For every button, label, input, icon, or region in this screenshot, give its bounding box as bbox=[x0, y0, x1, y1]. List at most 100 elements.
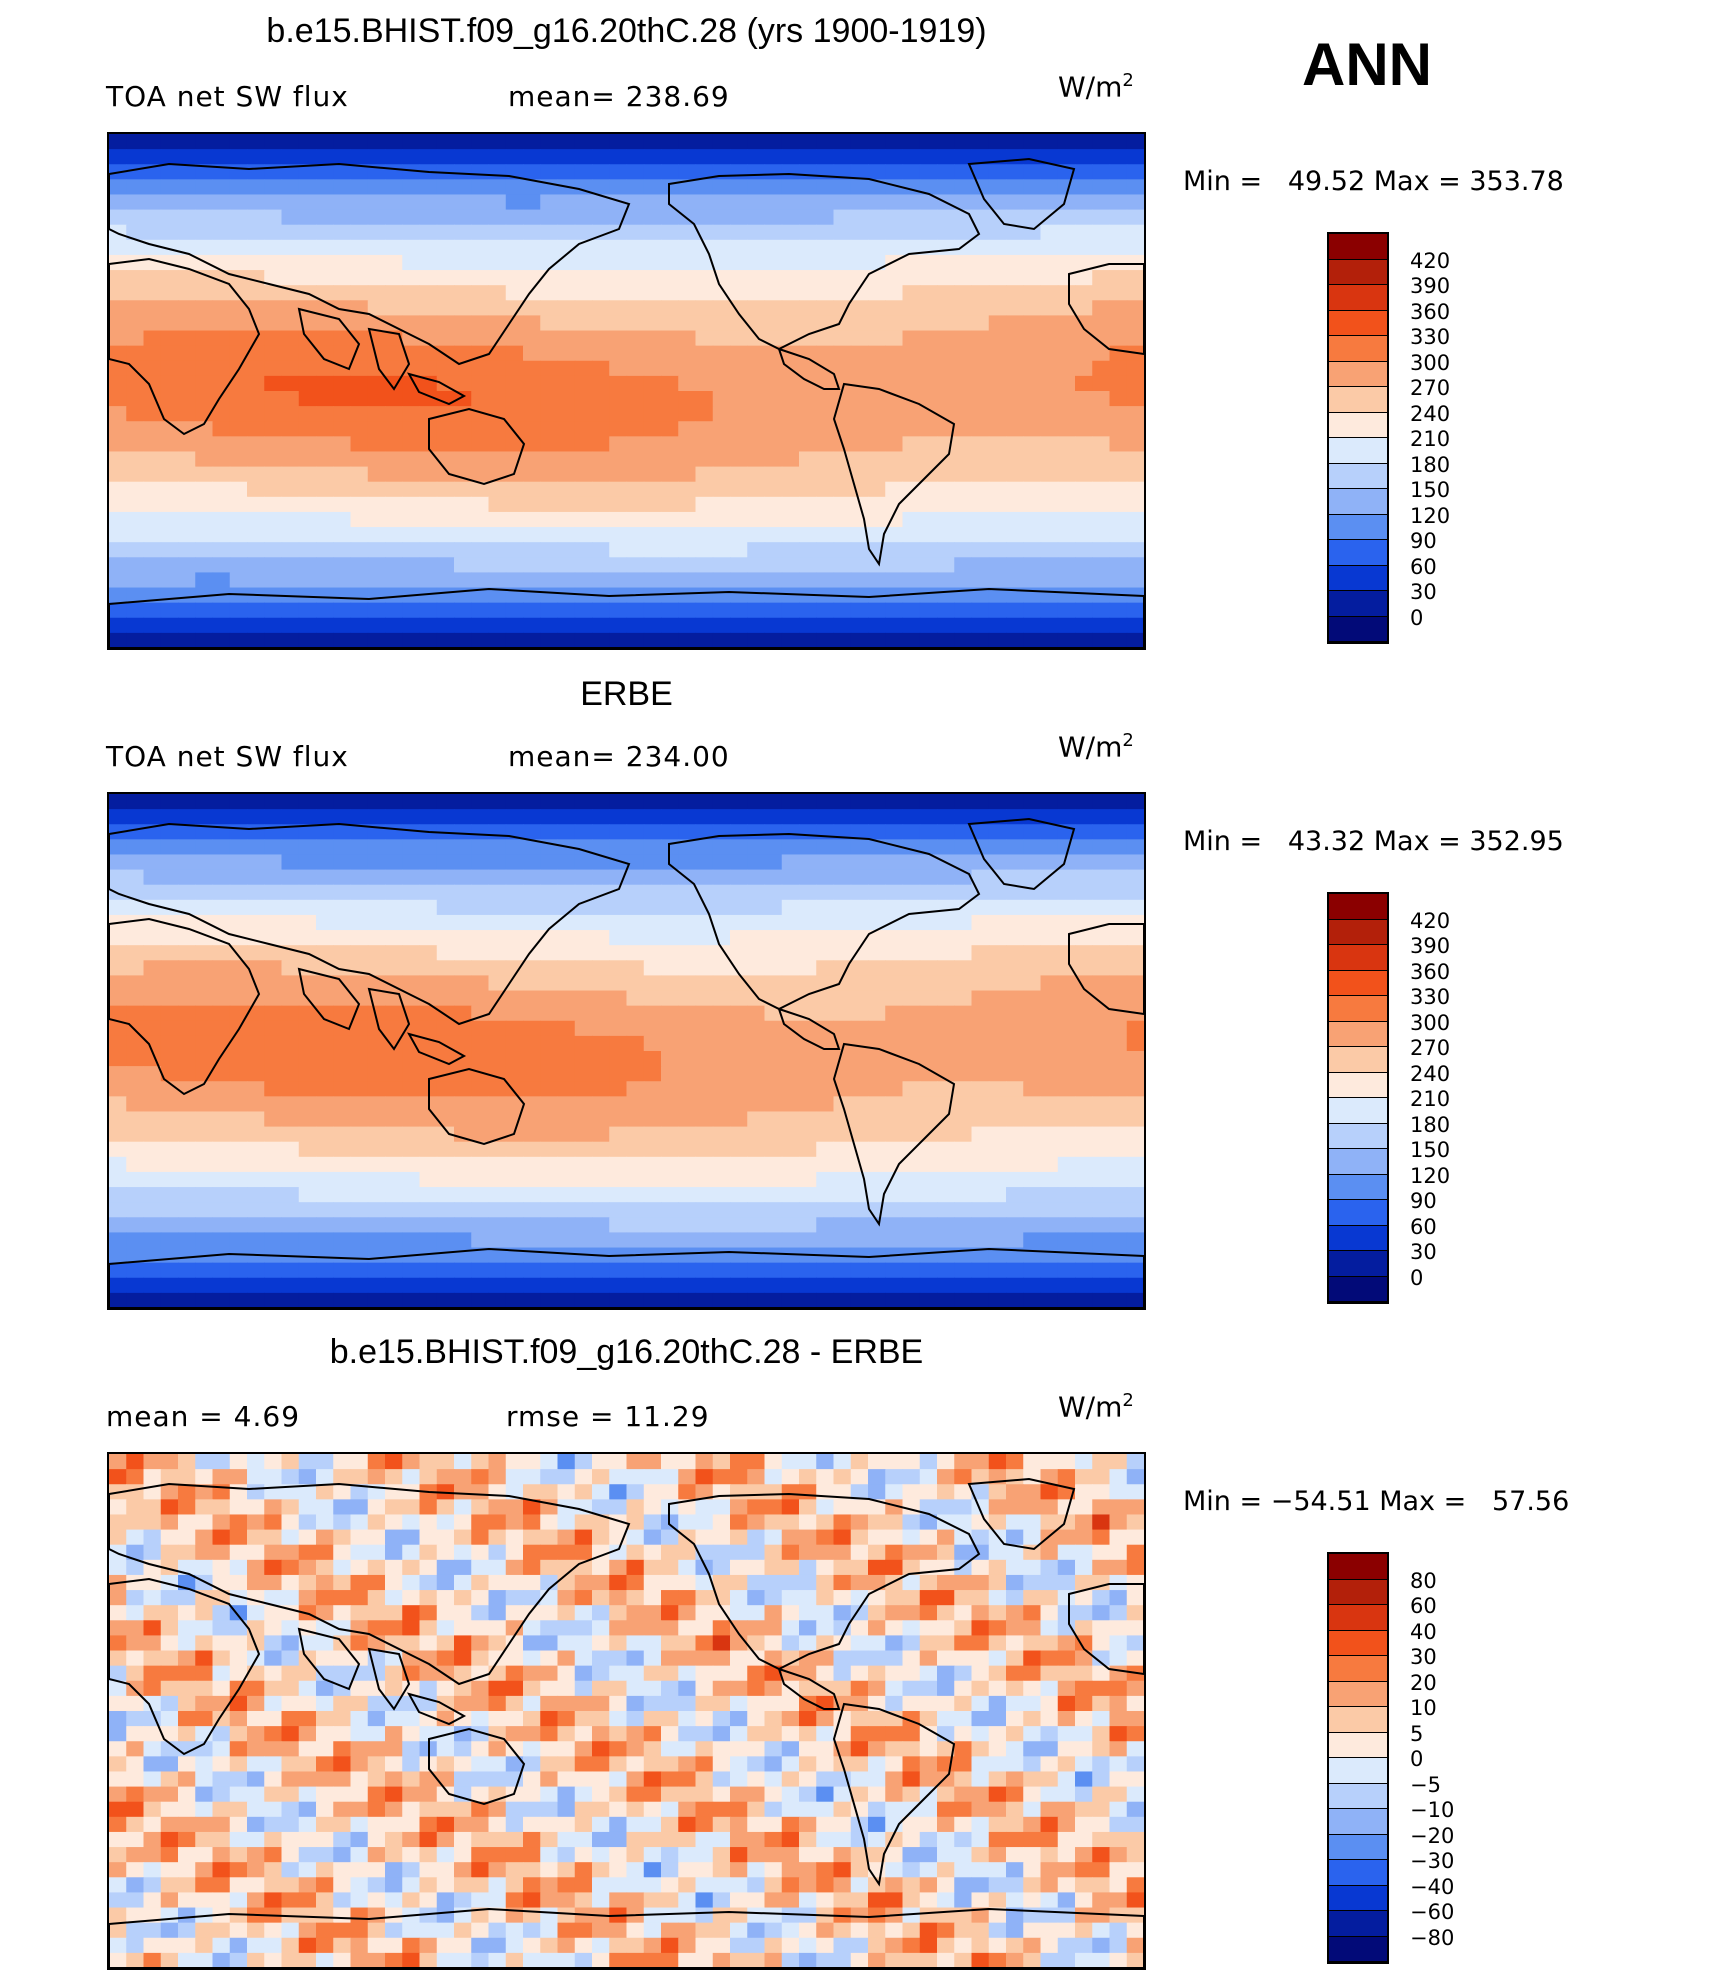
field-cell bbox=[488, 1232, 507, 1249]
field-cell bbox=[592, 1292, 610, 1308]
field-cell bbox=[626, 1292, 645, 1308]
field-cell bbox=[971, 1454, 990, 1470]
field-cell bbox=[816, 1292, 835, 1308]
field-cell bbox=[212, 542, 231, 558]
field-cell bbox=[937, 134, 955, 150]
field-cell bbox=[229, 239, 248, 256]
field-cell bbox=[160, 330, 179, 347]
field-cell bbox=[954, 391, 973, 407]
field-cell bbox=[402, 960, 421, 977]
field-cell bbox=[781, 1277, 800, 1294]
field-cell bbox=[574, 930, 593, 946]
field-cell bbox=[402, 990, 421, 1007]
field-cell bbox=[730, 527, 748, 543]
field-cell bbox=[109, 511, 127, 528]
field-cell bbox=[764, 1590, 783, 1606]
field-cell bbox=[833, 1141, 852, 1158]
field-cell bbox=[626, 164, 645, 180]
field-cell bbox=[1057, 914, 1076, 931]
field-cell bbox=[1057, 1232, 1076, 1249]
field-cell bbox=[160, 990, 179, 1007]
field-cell bbox=[971, 1247, 990, 1264]
field-cell bbox=[1006, 542, 1024, 558]
field-cell bbox=[730, 345, 748, 362]
field-cell bbox=[178, 587, 196, 604]
field-cell bbox=[747, 839, 766, 856]
field-cell bbox=[523, 194, 541, 211]
field-cell bbox=[1075, 587, 1093, 604]
field-cell bbox=[747, 134, 766, 150]
field-cell bbox=[764, 179, 783, 196]
field-cell bbox=[1006, 945, 1024, 961]
field-cell bbox=[954, 542, 973, 558]
field-cell bbox=[609, 1051, 628, 1067]
field-cell bbox=[247, 1096, 265, 1113]
field-cell bbox=[109, 1605, 127, 1621]
field-cell bbox=[281, 1066, 300, 1082]
field-cell bbox=[316, 285, 334, 301]
field-cell bbox=[1109, 270, 1128, 286]
field-cell bbox=[229, 602, 248, 619]
field-cell bbox=[333, 1484, 352, 1500]
field-cell bbox=[229, 451, 248, 468]
field-cell bbox=[1006, 1126, 1024, 1143]
field-cell bbox=[419, 1292, 438, 1308]
field-cell bbox=[712, 315, 731, 332]
field-cell bbox=[678, 990, 697, 1007]
colorbar-cell bbox=[1329, 616, 1387, 642]
field-cell bbox=[868, 315, 886, 332]
field-cell bbox=[195, 884, 214, 901]
field-cell bbox=[1023, 1035, 1042, 1052]
field-cell bbox=[730, 1096, 748, 1113]
field-cell bbox=[350, 134, 369, 150]
field-cell bbox=[609, 1005, 628, 1022]
field-cell bbox=[1040, 1081, 1059, 1097]
field-cell bbox=[523, 421, 541, 437]
field-cell bbox=[850, 1514, 869, 1531]
field-cell bbox=[385, 406, 403, 422]
field-cell bbox=[937, 330, 955, 347]
field-cell bbox=[367, 1141, 386, 1158]
field-cell bbox=[1075, 300, 1093, 317]
field-cell bbox=[454, 617, 472, 634]
field-cell bbox=[247, 300, 265, 317]
field-cell bbox=[540, 884, 559, 901]
coastline bbox=[297, 967, 361, 1031]
field-cell bbox=[799, 330, 817, 347]
field-cell bbox=[350, 1156, 369, 1173]
field-cell bbox=[833, 1066, 852, 1082]
field-cell bbox=[160, 451, 179, 468]
field-cell bbox=[816, 1529, 835, 1546]
field-cell bbox=[505, 511, 524, 528]
field-cell bbox=[229, 990, 248, 1007]
field-cell bbox=[419, 1232, 438, 1249]
field-cell bbox=[695, 511, 714, 528]
field-cell bbox=[557, 1035, 576, 1052]
field-cell bbox=[1057, 602, 1076, 619]
field-cell bbox=[971, 572, 990, 589]
field-cell bbox=[661, 164, 679, 180]
field-cell bbox=[281, 527, 300, 543]
field-cell bbox=[885, 945, 904, 961]
coastline bbox=[109, 587, 1144, 648]
field-cell bbox=[781, 1187, 800, 1203]
field-cell bbox=[385, 209, 403, 226]
field-cell bbox=[298, 511, 317, 528]
field-cell bbox=[126, 1529, 145, 1546]
field-cell bbox=[264, 1232, 283, 1249]
field-cell bbox=[523, 1217, 541, 1234]
field-cell bbox=[195, 239, 214, 256]
field-cell bbox=[1023, 914, 1042, 931]
field-cell bbox=[367, 914, 386, 931]
field-cell bbox=[212, 1202, 231, 1218]
field-cell bbox=[229, 1202, 248, 1218]
field-cell bbox=[1023, 1141, 1042, 1158]
field-cell bbox=[833, 542, 852, 558]
field-cell bbox=[316, 1650, 334, 1667]
field-cell bbox=[695, 975, 714, 992]
field-cell bbox=[643, 527, 662, 543]
field-cell bbox=[436, 1514, 455, 1531]
field-cell bbox=[1040, 1544, 1059, 1561]
field-cell bbox=[333, 1559, 352, 1576]
field-cell bbox=[212, 330, 231, 347]
